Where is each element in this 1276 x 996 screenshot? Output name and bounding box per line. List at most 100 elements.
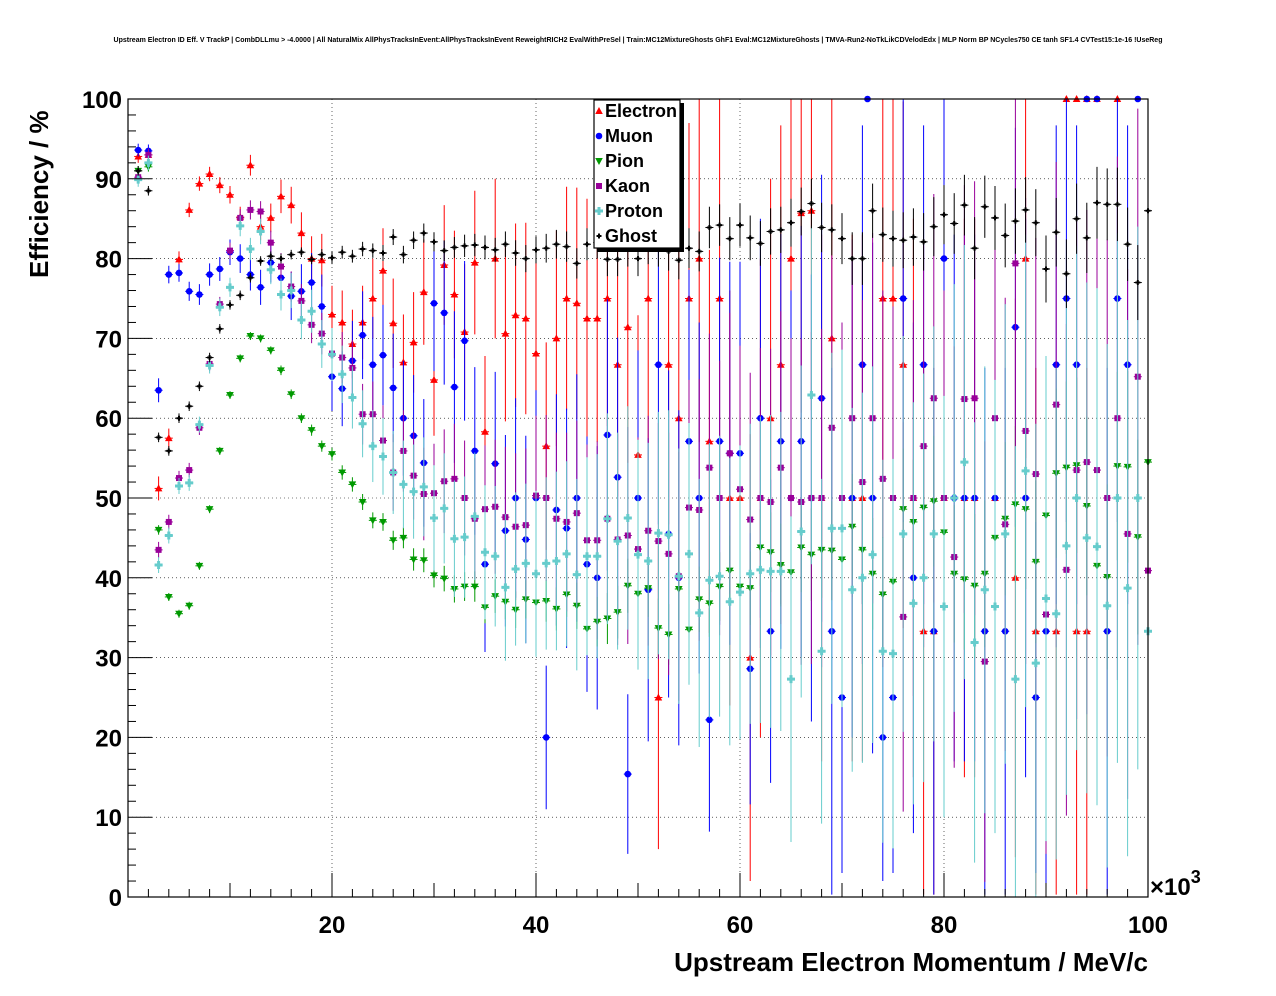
data-point (1104, 201, 1110, 207)
data-point (634, 550, 642, 559)
data-point (532, 569, 540, 578)
data-point (747, 235, 753, 241)
data-point (155, 386, 162, 394)
data-point (1135, 280, 1141, 286)
data-point (583, 552, 591, 561)
data-point (931, 224, 937, 230)
legend-label-pion: Pion (605, 151, 644, 171)
data-point (1001, 529, 1010, 538)
data-point (737, 222, 743, 228)
data-point (390, 234, 396, 240)
data-point (358, 498, 367, 506)
data-point (440, 575, 448, 583)
data-point (186, 467, 193, 474)
data-point (460, 533, 469, 542)
x-tick-label: 60 (727, 912, 754, 939)
legend-label-ghost: Ghost (605, 226, 657, 246)
data-point (369, 517, 377, 525)
data-point (674, 572, 683, 581)
legend-label-proton: Proton (605, 201, 663, 221)
data-point (419, 482, 428, 491)
data-point (176, 415, 182, 421)
data-point (1082, 533, 1091, 542)
data-point (205, 506, 214, 514)
data-point (389, 468, 398, 477)
data-point (165, 518, 172, 525)
data-point (348, 481, 357, 489)
data-point (603, 294, 612, 302)
data-point (471, 583, 479, 591)
data-point (676, 257, 682, 263)
data-point (808, 201, 814, 207)
data-point (513, 250, 519, 256)
data-point (623, 513, 632, 522)
data-point (511, 565, 520, 574)
series-ghost (134, 166, 1152, 456)
data-point (370, 248, 376, 254)
data-point (267, 239, 274, 246)
data-point (960, 458, 969, 467)
x-tick-label: 20 (319, 912, 346, 939)
data-point (338, 318, 346, 326)
data-point (859, 256, 865, 262)
data-point (593, 314, 601, 322)
data-point (746, 569, 755, 578)
data-point (451, 475, 458, 482)
y-tick-label: 20 (95, 725, 122, 752)
data-point (227, 302, 233, 308)
data-point (889, 294, 897, 302)
x-tick-label: 40 (523, 912, 550, 939)
data-point (1023, 207, 1029, 213)
data-point (175, 269, 183, 277)
data-point (654, 693, 663, 701)
legend-label-electron: Electron (605, 101, 677, 121)
data-point (664, 530, 673, 539)
data-point (155, 546, 162, 553)
data-point (145, 151, 152, 158)
data-point (338, 370, 347, 379)
y-tick-label: 0 (109, 885, 122, 912)
data-point (470, 512, 479, 521)
data-point (145, 188, 151, 194)
data-point (430, 572, 438, 580)
data-point (552, 557, 561, 566)
data-point (624, 323, 632, 331)
data-point (247, 275, 253, 281)
data-point (134, 175, 143, 184)
data-point (379, 452, 387, 461)
data-point (462, 243, 468, 249)
data-point (696, 248, 702, 254)
data-point (787, 254, 795, 262)
data-point (166, 448, 172, 454)
data-point (471, 258, 479, 266)
data-point (217, 326, 223, 332)
x-axis-title: Upstream Electron Momentum / MeV/c (674, 947, 1148, 977)
data-point (358, 419, 367, 428)
data-point (880, 232, 886, 238)
data-point (849, 256, 855, 262)
data-point (686, 245, 692, 251)
data-points (134, 95, 1152, 897)
data-point (420, 557, 428, 565)
data-point (278, 256, 284, 262)
legend-marker-electron (595, 107, 603, 114)
data-point (472, 242, 478, 248)
data-point (542, 559, 551, 568)
data-point (135, 168, 141, 174)
data-point (175, 255, 183, 263)
data-point (226, 283, 234, 292)
data-point (297, 415, 306, 423)
y-tick-label: 40 (95, 566, 122, 593)
data-point (196, 291, 203, 298)
data-point (492, 247, 498, 253)
data-point (1062, 541, 1071, 550)
data-point (226, 392, 234, 400)
data-point (521, 559, 530, 568)
data-point (583, 314, 591, 322)
data-point (195, 420, 204, 429)
data-point (778, 227, 784, 233)
data-point (277, 290, 285, 299)
data-point (227, 247, 233, 254)
legend-marker-pion (595, 158, 603, 165)
data-point (727, 236, 733, 242)
